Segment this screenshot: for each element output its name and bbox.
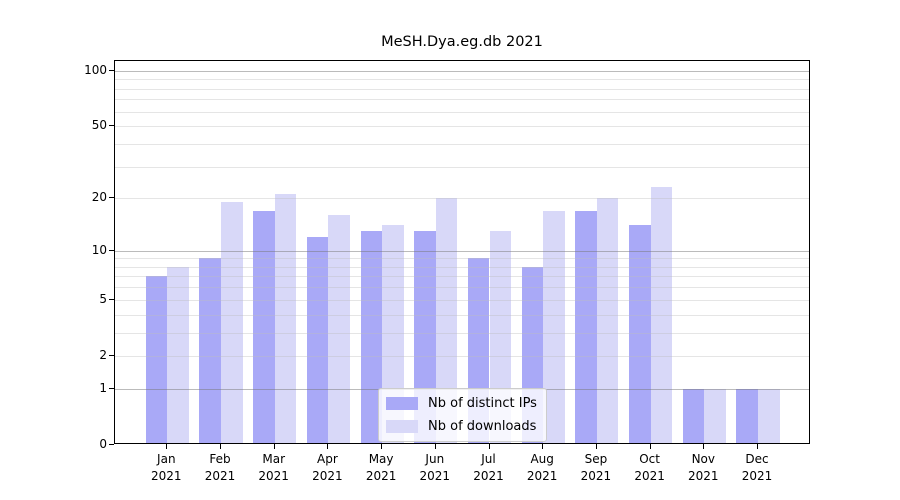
bar-downloads-aug [543, 210, 565, 443]
minor-gridline-4 [115, 314, 809, 316]
bar-ips-sep [575, 210, 597, 443]
x-tick-label-dec: Dec 2021 [741, 452, 773, 483]
bar-downloads-feb [221, 202, 243, 443]
x-tick-label-oct: Oct 2021 [634, 452, 665, 483]
bar-downloads-sep [596, 198, 619, 443]
minor-gridline-50 [115, 126, 809, 128]
bar-downloads-dec [758, 388, 780, 443]
x-tick-label-may: May 2021 [365, 452, 397, 483]
x-tick-label-feb: Feb 2021 [204, 452, 236, 483]
x-tick-mark-aug [542, 444, 544, 449]
x-tick-mark-jun [434, 444, 436, 449]
y-tick-mark-1 [109, 387, 114, 389]
bar-downloads-jun [435, 198, 458, 443]
minor-gridline-6 [115, 287, 809, 289]
bar-ips-oct [629, 225, 651, 443]
x-tick-mark-feb [220, 444, 221, 449]
bar-downloads-nov [704, 388, 726, 443]
x-tick-mark-oct [649, 444, 651, 449]
x-tick-mark-may [381, 444, 383, 449]
legend-swatch-downloads [386, 420, 418, 433]
y-tick-mark-10 [109, 249, 114, 251]
minor-gridline-20 [115, 198, 809, 200]
plot-area [114, 60, 810, 444]
y-tick-label-20: 20 [91, 190, 107, 205]
bar-ips-may [360, 231, 383, 443]
bar-ips-dec [736, 388, 758, 443]
x-tick-mark-nov [703, 444, 705, 449]
bar-downloads-apr [328, 215, 350, 443]
minor-gridline-8 [115, 266, 809, 268]
x-tick-label-sep: Sep 2021 [580, 452, 612, 483]
x-tick-mark-sep [595, 444, 597, 449]
x-tick-label-aug: Aug 2021 [526, 452, 558, 483]
bar-ips-mar [253, 210, 275, 443]
y-tick-mark-100 [109, 69, 114, 71]
minor-gridline-90 [115, 79, 809, 81]
minor-gridline-30 [115, 166, 809, 168]
minor-gridline-3 [115, 332, 809, 334]
x-tick-label-apr: Apr 2021 [312, 452, 343, 483]
x-tick-mark-mar [273, 444, 275, 449]
y-tick-mark-0 [109, 444, 114, 445]
y-tick-label-10: 10 [91, 242, 107, 257]
legend-swatch-distinct-ips [386, 397, 418, 410]
y-tick-label-1: 1 [99, 380, 107, 395]
minor-gridline-70 [115, 99, 809, 101]
bar-downloads-mar [274, 194, 297, 443]
x-tick-mark-dec [757, 444, 758, 449]
minor-gridline-2 [115, 355, 809, 357]
chart-title: MeSH.Dya.eg.db 2021 [381, 34, 543, 50]
y-tick-mark-2 [109, 354, 114, 356]
x-tick-label-mar: Mar 2021 [258, 452, 289, 483]
bar-ips-feb [199, 258, 221, 443]
y-tick-label-50: 50 [91, 118, 107, 133]
bar-ips-apr [306, 237, 329, 443]
x-tick-label-nov: Nov 2021 [688, 452, 719, 483]
y-tick-label-0: 0 [99, 437, 107, 451]
x-tick-mark-jul [488, 444, 490, 449]
y-tick-mark-20 [109, 197, 114, 199]
x-tick-mark-apr [327, 444, 329, 449]
legend: Nb of distinct IPs Nb of downloads [378, 388, 547, 442]
x-tick-label-jun: Jun 2021 [419, 452, 451, 483]
y-tick-mark-5 [109, 298, 114, 300]
legend-label-downloads: Nb of downloads [428, 419, 537, 434]
y-tick-label-2: 2 [99, 347, 107, 362]
x-tick-mark-jan [166, 444, 168, 449]
legend-row-downloads: Nb of downloads [386, 417, 537, 436]
x-tick-label-jul: Jul 2021 [473, 452, 504, 483]
y-tick-label-100: 100 [84, 62, 107, 77]
y-tick-mark-50 [109, 125, 114, 127]
minor-gridline-5 [115, 299, 809, 301]
major-gridline-100 [115, 70, 809, 72]
bar-ips-nov [682, 388, 705, 443]
legend-label-distinct-ips: Nb of distinct IPs [428, 396, 537, 411]
bar-downloads-jan [167, 266, 189, 443]
major-gridline-10 [115, 250, 809, 252]
legend-row-distinct-ips: Nb of distinct IPs [386, 394, 537, 413]
x-tick-label-jan: Jan 2021 [151, 452, 182, 483]
bar-ips-jan [145, 276, 168, 443]
minor-gridline-40 [115, 143, 809, 145]
minor-gridline-60 [115, 111, 809, 113]
minor-gridline-7 [115, 276, 809, 278]
minor-gridline-80 [115, 88, 809, 90]
y-tick-label-5: 5 [99, 291, 107, 306]
minor-gridline-9 [115, 258, 809, 260]
plot-inner [115, 61, 809, 443]
